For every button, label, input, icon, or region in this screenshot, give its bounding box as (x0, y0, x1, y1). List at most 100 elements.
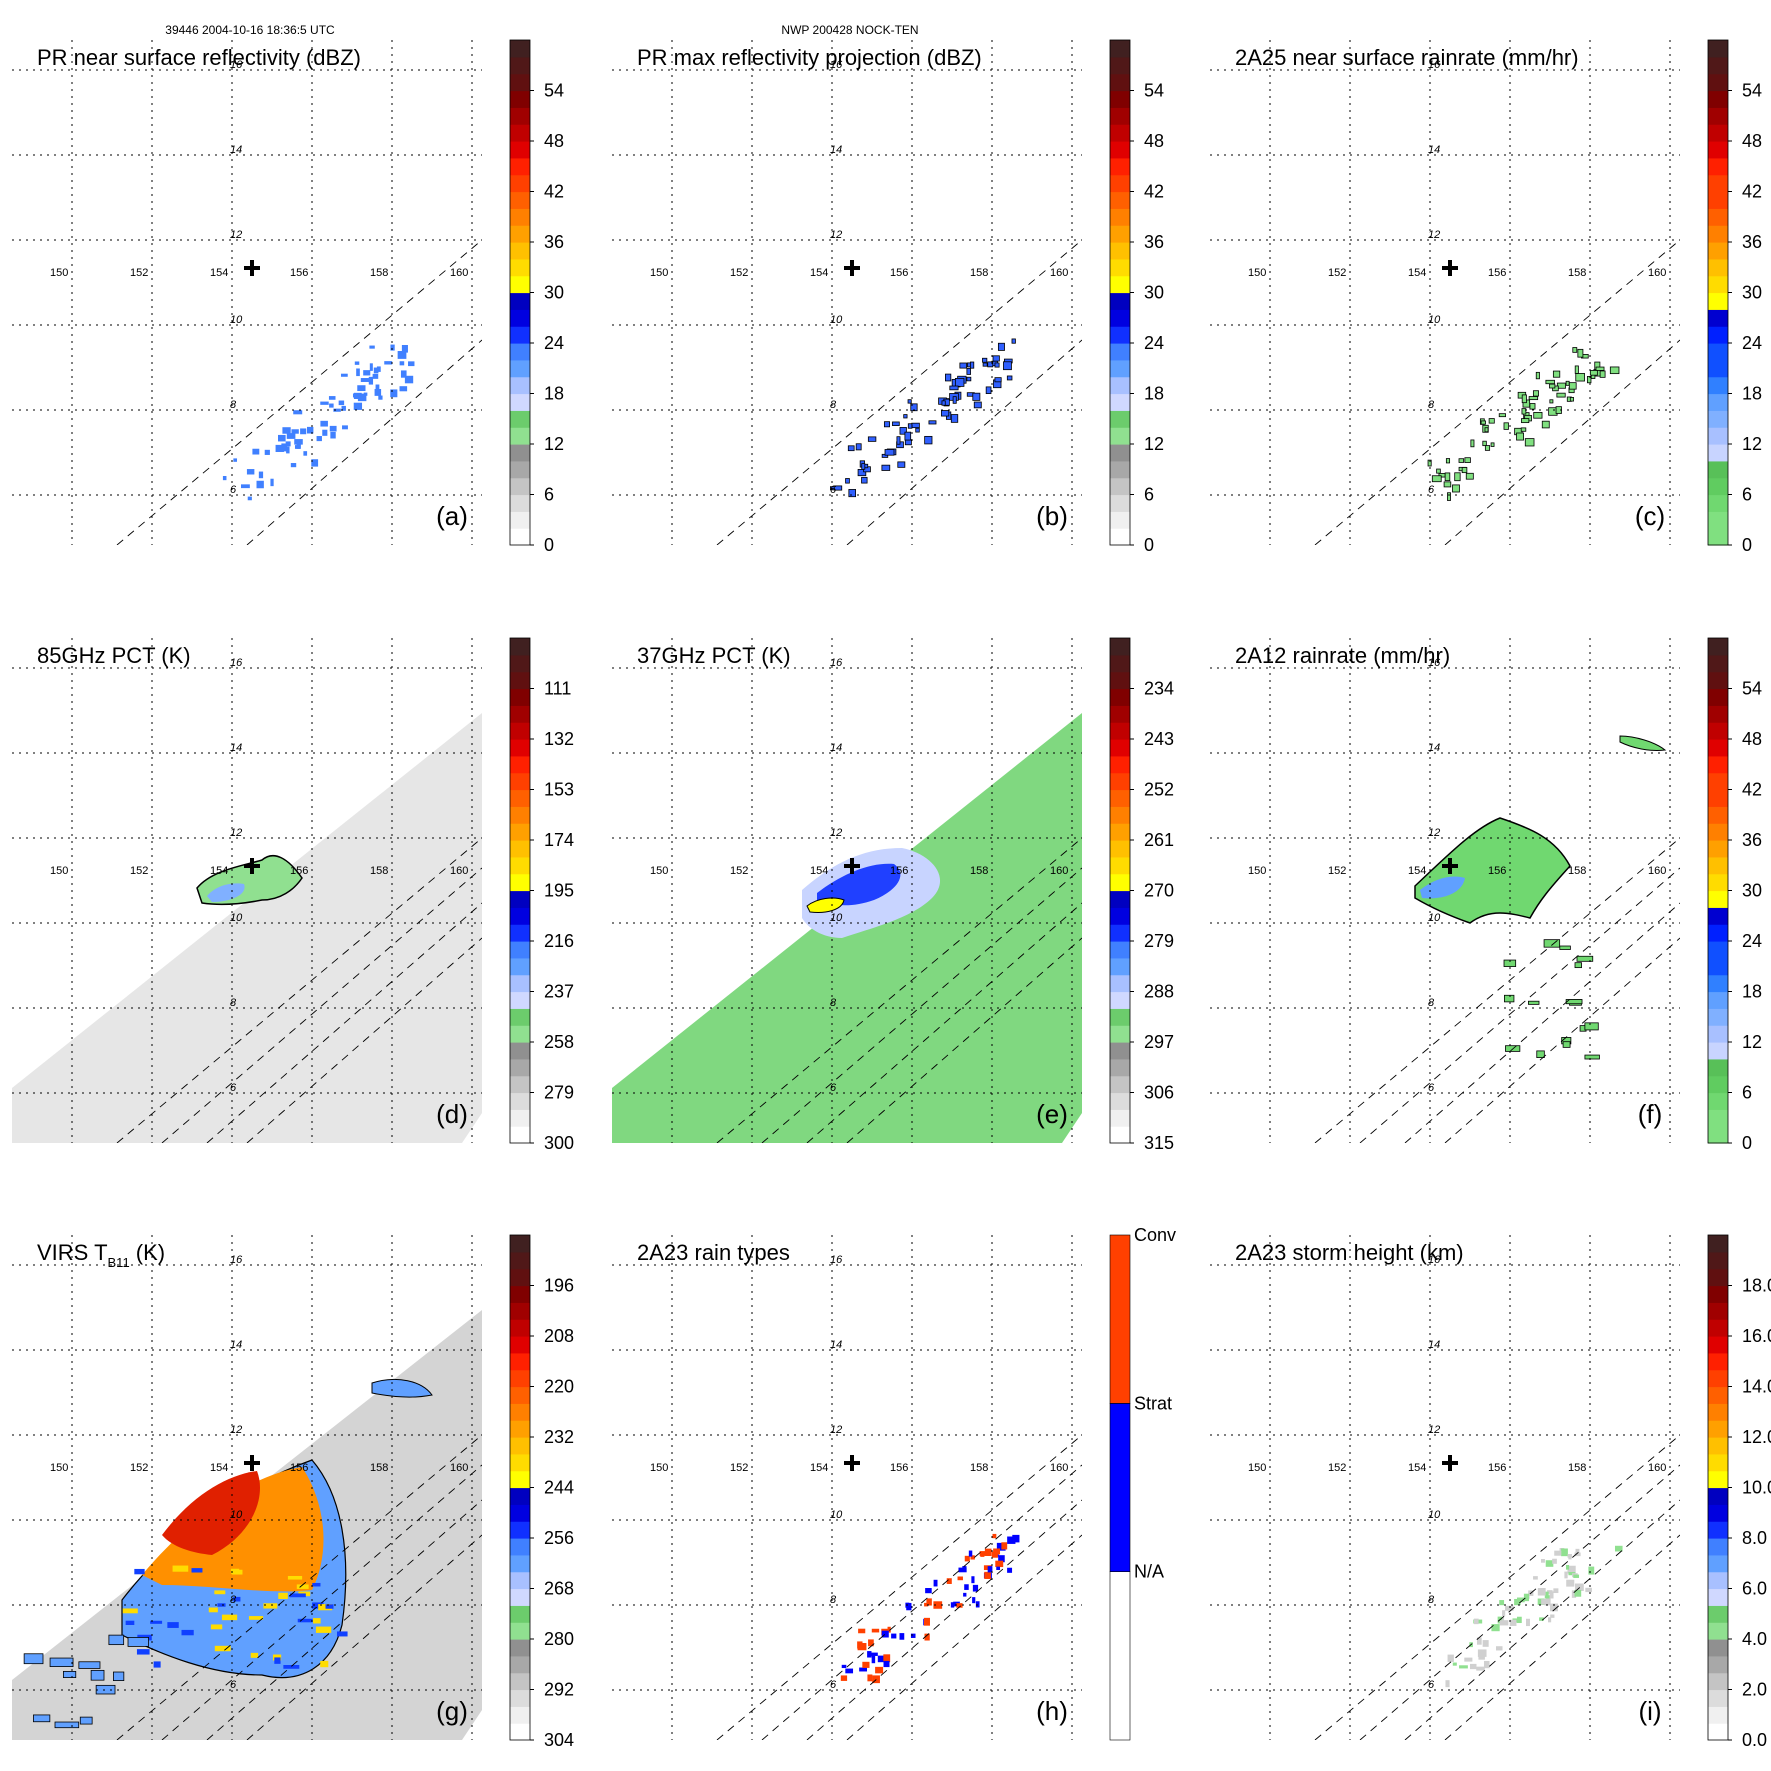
lat-tick-label: 14 (230, 144, 242, 156)
colorbar-bin (1110, 191, 1130, 209)
colorbar-h: N/A Strat Conv (1109, 1225, 1176, 1741)
rain-pixel (1545, 379, 1555, 385)
colorbar-bin (510, 1042, 530, 1060)
cloud-cell (287, 1575, 303, 1580)
rain-cell (1584, 1022, 1599, 1031)
rain-pixel (970, 1555, 975, 1560)
swath-edge-line (1359, 1464, 1680, 1740)
lon-tick-label: 154 (1408, 865, 1426, 877)
swath-edge-line (1444, 1534, 1680, 1740)
rain-pixel (992, 1533, 997, 1539)
rain-region (1619, 735, 1667, 751)
colorbar-bin (510, 477, 530, 496)
colorbar-bin (1110, 107, 1130, 125)
rain-pixel (883, 421, 890, 428)
colorbar-bin (1110, 326, 1130, 344)
rain-pixel (1586, 376, 1592, 384)
panel-label: (e) (1036, 1099, 1068, 1129)
rain-pixel (996, 1542, 1006, 1551)
lat-tick-label: 16 (830, 59, 843, 71)
rain-pixel (306, 426, 314, 434)
colorbar-bin (510, 90, 530, 108)
colorbar-bin (510, 1655, 530, 1674)
map-panel-e: 150 152 154 156 158 160 16 14 12 10 8 6 37GHz PCT (K… (612, 637, 1174, 1153)
rain-pixel (899, 1633, 905, 1640)
lon-tick-label: 154 (1408, 267, 1426, 279)
cloud-cell (320, 1660, 329, 1668)
rain-pixel (972, 1597, 976, 1604)
colorbar-bin (1708, 1571, 1728, 1590)
colorbar-bin (1708, 460, 1728, 479)
lon-tick-label: 152 (130, 865, 148, 877)
colorbar-bin (510, 1092, 530, 1110)
swath-edge-line (806, 902, 1082, 1143)
rain-pixel (968, 1550, 973, 1557)
rain-pixel (1554, 1550, 1562, 1556)
lat-tick-label: 10 (230, 314, 243, 326)
colorbar-bin (1708, 789, 1728, 807)
cloud-cell (95, 1684, 116, 1695)
colorbar-bin (1110, 856, 1130, 875)
colorbar-bin (1110, 343, 1130, 361)
cloud-cell (325, 1604, 334, 1609)
swath-edge-line (116, 239, 482, 545)
rain-cell (1584, 1054, 1600, 1060)
colorbar-bin (510, 722, 530, 740)
panel-title: 37GHz PCT (K) (637, 643, 791, 668)
rain-pixel (1476, 1666, 1485, 1671)
colorbar-bin (1110, 157, 1130, 176)
panel-title-subscript: B11 (108, 1255, 130, 1270)
colorbar-tick-label: 18 (544, 384, 564, 404)
cloud-cell (150, 1620, 163, 1624)
colorbar-bin (510, 292, 530, 310)
rain-pixel (841, 1664, 847, 1669)
rain-pixel (1544, 1591, 1549, 1599)
colorbar-bin (510, 1521, 530, 1539)
map-panel-c: 150 152 154 156 158 160 16 14 12 10 8 6 2A25 near su… (1210, 39, 1762, 555)
rain-pixel (401, 345, 408, 353)
rain-pixel (369, 363, 373, 371)
cold-pct-core (207, 883, 245, 902)
colorbar-bin (1110, 722, 1130, 740)
colorbar-bin (1110, 460, 1130, 479)
rain-pixel (1595, 366, 1605, 371)
colorbar-bin (510, 907, 530, 925)
colorbar-tick-label: 297 (1144, 1032, 1174, 1052)
colorbar-bin (1110, 393, 1130, 411)
swath-edge-line (1359, 867, 1680, 1143)
rain-pixel (907, 399, 912, 404)
lon-tick-label: 160 (1648, 1462, 1666, 1474)
colorbar-tick-label: 24 (1144, 333, 1164, 353)
rain-pixel (1569, 397, 1574, 402)
colorbar-tick-label: 48 (1742, 729, 1762, 749)
colorbar-tick-label: 279 (1144, 931, 1174, 951)
swath-edge-line (846, 339, 1082, 545)
lon-tick-label: 156 (290, 267, 308, 279)
rain-pixel (950, 414, 959, 423)
rain-pixel (1491, 1624, 1500, 1632)
colorbar-bin (1708, 292, 1728, 310)
rain-pixel (910, 403, 918, 412)
cloud-cell (233, 1596, 241, 1602)
colorbar-f: 0 6 12 18 24 30 36 42 48 54 (1707, 637, 1762, 1153)
rain-pixel (987, 1566, 993, 1573)
colorbar-bin (510, 275, 530, 294)
cloud-cell (113, 1671, 125, 1681)
rain-pixel (881, 464, 891, 471)
rain-pixel (286, 433, 296, 439)
rain-pixel (971, 1576, 975, 1584)
colorbar-tick-label: 153 (544, 780, 574, 800)
colorbar-bin (510, 1588, 530, 1606)
rain-pixel (877, 1655, 886, 1663)
rain-pixel (862, 1661, 870, 1668)
colorbar-bin (1708, 124, 1728, 142)
rain-pixel (1499, 1620, 1509, 1626)
cloud-cell (122, 1608, 138, 1614)
swath-background (12, 713, 482, 1143)
rain-pixel (1568, 382, 1577, 390)
colorbar-bin (1708, 73, 1728, 92)
colorbar-bin (510, 1302, 530, 1320)
colorbar-bin (510, 1672, 530, 1691)
swath-edge-line (1404, 1499, 1680, 1740)
colorbar-tick-label: 279 (544, 1083, 574, 1103)
